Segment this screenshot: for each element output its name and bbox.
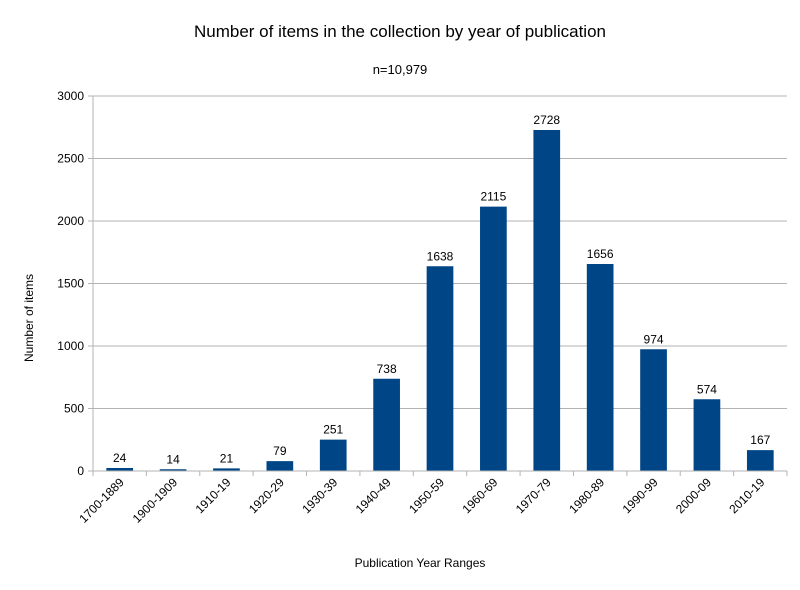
x-tick-label: 1920-29 — [246, 475, 287, 516]
x-tick-label: 1980-89 — [566, 475, 607, 516]
x-tick-label: 1900-1909 — [130, 475, 181, 526]
bar — [213, 468, 240, 471]
y-tick-label: 3000 — [57, 89, 84, 103]
data-label: 167 — [750, 433, 770, 447]
x-tick-label: 1990-99 — [620, 475, 661, 516]
bar — [640, 349, 667, 471]
bar — [586, 264, 614, 471]
bar — [426, 266, 454, 471]
data-label: 574 — [697, 382, 717, 396]
x-tick-label: 1940-49 — [353, 475, 394, 516]
y-tick-label: 0 — [77, 464, 84, 478]
data-label: 21 — [220, 451, 234, 465]
x-tick-label: 1950-59 — [406, 475, 447, 516]
bar — [159, 469, 187, 471]
chart-subtitle: n=10,979 — [373, 62, 428, 77]
x-tick-label: 1930-39 — [299, 475, 340, 516]
y-axis-title: Number of items — [22, 274, 36, 362]
bar — [266, 461, 294, 471]
data-label: 2728 — [533, 113, 560, 127]
y-tick-label: 1000 — [57, 339, 84, 353]
x-tick-label: 1960-69 — [459, 475, 500, 516]
bar — [533, 130, 561, 471]
x-tick-label: 1700-1889 — [76, 475, 127, 526]
x-tick-label: 1910-19 — [193, 475, 234, 516]
y-tick-label: 500 — [64, 402, 84, 416]
bars — [106, 130, 774, 471]
bar — [693, 399, 721, 471]
data-label: 738 — [377, 362, 397, 376]
x-tick-label: 1970-79 — [513, 475, 554, 516]
bar — [480, 206, 507, 471]
data-labels: 24 14 21 79 251 738 1638 2115 2728 1656 974 574 167 — [113, 113, 771, 466]
data-label: 2115 — [480, 190, 506, 204]
data-label: 1638 — [427, 249, 454, 263]
data-label: 251 — [323, 423, 343, 437]
x-tick-label: 2000-09 — [673, 475, 714, 516]
x-axis-title: Publication Year Ranges — [355, 556, 486, 570]
x-tick-label: 2010-19 — [726, 475, 767, 516]
data-label: 24 — [113, 451, 127, 465]
y-tick-label: 2500 — [57, 152, 84, 166]
y-tick-label: 1500 — [57, 277, 84, 291]
bar — [373, 378, 400, 471]
data-label: 79 — [273, 444, 287, 458]
chart-title: Number of items in the collection by yea… — [194, 22, 606, 41]
y-tick-label: 2000 — [57, 214, 84, 228]
bar — [319, 439, 347, 471]
data-label: 974 — [644, 332, 664, 346]
bar — [746, 450, 774, 471]
data-label: 14 — [166, 452, 180, 466]
data-label: 1656 — [587, 247, 614, 261]
bar — [106, 468, 134, 471]
